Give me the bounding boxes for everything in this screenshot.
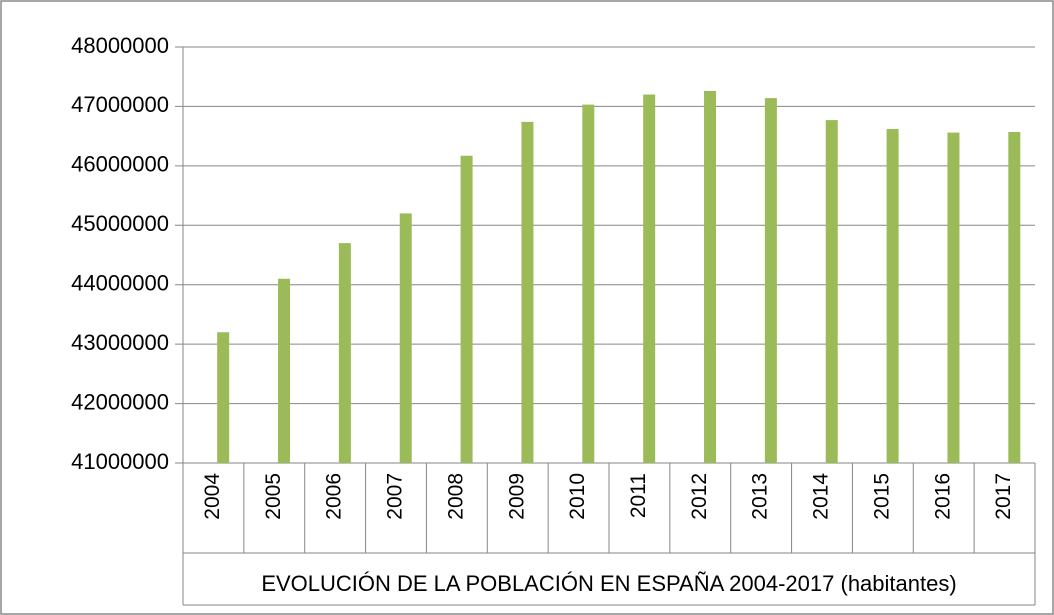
bar (764, 98, 777, 463)
y-tick-label: 45000000 (71, 211, 169, 236)
y-tick-label: 42000000 (71, 389, 169, 414)
y-tick-label: 48000000 (71, 33, 169, 58)
bar (886, 129, 899, 464)
bar (521, 121, 534, 463)
bar (825, 120, 838, 464)
x-axis-title: EVOLUCIÓN DE LA POBLACIÓN EN ESPAÑA 2004… (261, 571, 956, 596)
x-tick-label: 2014 (810, 473, 833, 520)
x-tick-label: 2007 (384, 473, 407, 520)
bar (399, 213, 412, 463)
bar (278, 278, 291, 463)
bar (1008, 131, 1021, 464)
x-tick-label: 2008 (444, 473, 467, 520)
y-tick-label: 47000000 (71, 92, 169, 117)
y-tick-label: 41000000 (71, 449, 169, 474)
x-tick-label: 2011 (627, 473, 650, 518)
x-tick-label: 2006 (323, 473, 346, 520)
bar (704, 90, 717, 463)
bar (217, 332, 230, 463)
x-tick-label: 2012 (688, 473, 711, 520)
y-tick-label: 46000000 (71, 152, 169, 177)
bar (460, 155, 473, 464)
bar (643, 94, 656, 464)
y-tick-label: 43000000 (71, 330, 169, 355)
bar (947, 132, 960, 463)
x-tick-label: 2017 (992, 473, 1015, 520)
x-tick-label: 2016 (931, 473, 954, 520)
x-tick-label: 2015 (870, 473, 893, 520)
bar (582, 104, 595, 463)
x-tick-label: 2004 (201, 473, 224, 520)
x-tick-label: 2013 (749, 473, 772, 520)
x-tick-label: 2010 (566, 473, 589, 520)
x-tick-label: 2005 (262, 473, 285, 520)
y-tick-label: 44000000 (71, 271, 169, 296)
bar (338, 243, 351, 463)
x-tick-label: 2009 (505, 473, 528, 520)
